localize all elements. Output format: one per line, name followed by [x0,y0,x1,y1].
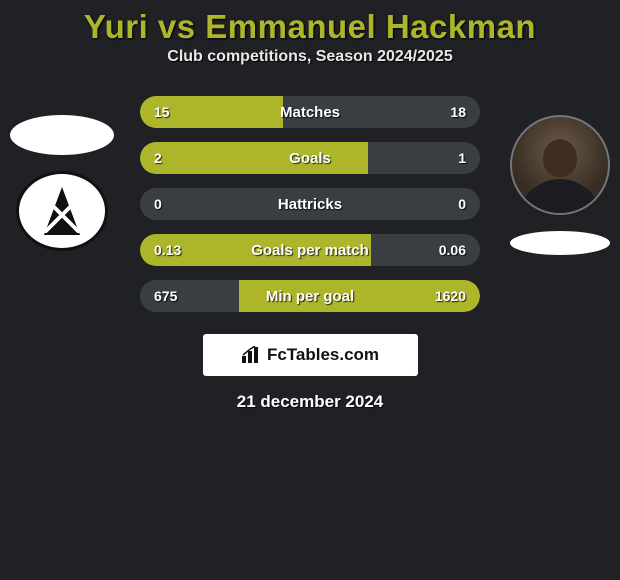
club-badge-left [16,171,108,251]
comparison-subtitle: Club competitions, Season 2024/2025 [0,48,620,96]
oil-derrick-icon [44,187,80,235]
avatar-shoulders-icon [518,179,602,215]
stat-row: 1518Matches [140,96,480,128]
avatar-head-icon [543,139,577,177]
stat-row: 21Goals [140,142,480,174]
team-pill-right [510,231,610,255]
team-pill-left [10,115,114,155]
branding-badge[interactable]: FcTables.com [203,334,418,376]
comparison-title: Yuri vs Emmanuel Hackman [0,0,620,48]
stat-label: Min per goal [140,288,480,305]
stat-label: Goals per match [140,242,480,259]
bar-chart-icon [241,346,261,364]
comparison-date: 21 december 2024 [0,392,620,412]
avatar-right [510,115,610,215]
player-right-column [510,115,610,255]
stat-row: 6751620Min per goal [140,280,480,312]
branding-text: FcTables.com [267,345,379,365]
stat-label: Hattricks [140,196,480,213]
stat-label: Matches [140,104,480,121]
player-left-column [10,115,114,251]
stat-bars: 1518Matches 21Goals 00Hattricks 0.130.06Goa… [140,96,480,312]
stat-row: 0.130.06Goals per match [140,234,480,266]
stat-row: 00Hattricks [140,188,480,220]
stat-label: Goals [140,150,480,167]
